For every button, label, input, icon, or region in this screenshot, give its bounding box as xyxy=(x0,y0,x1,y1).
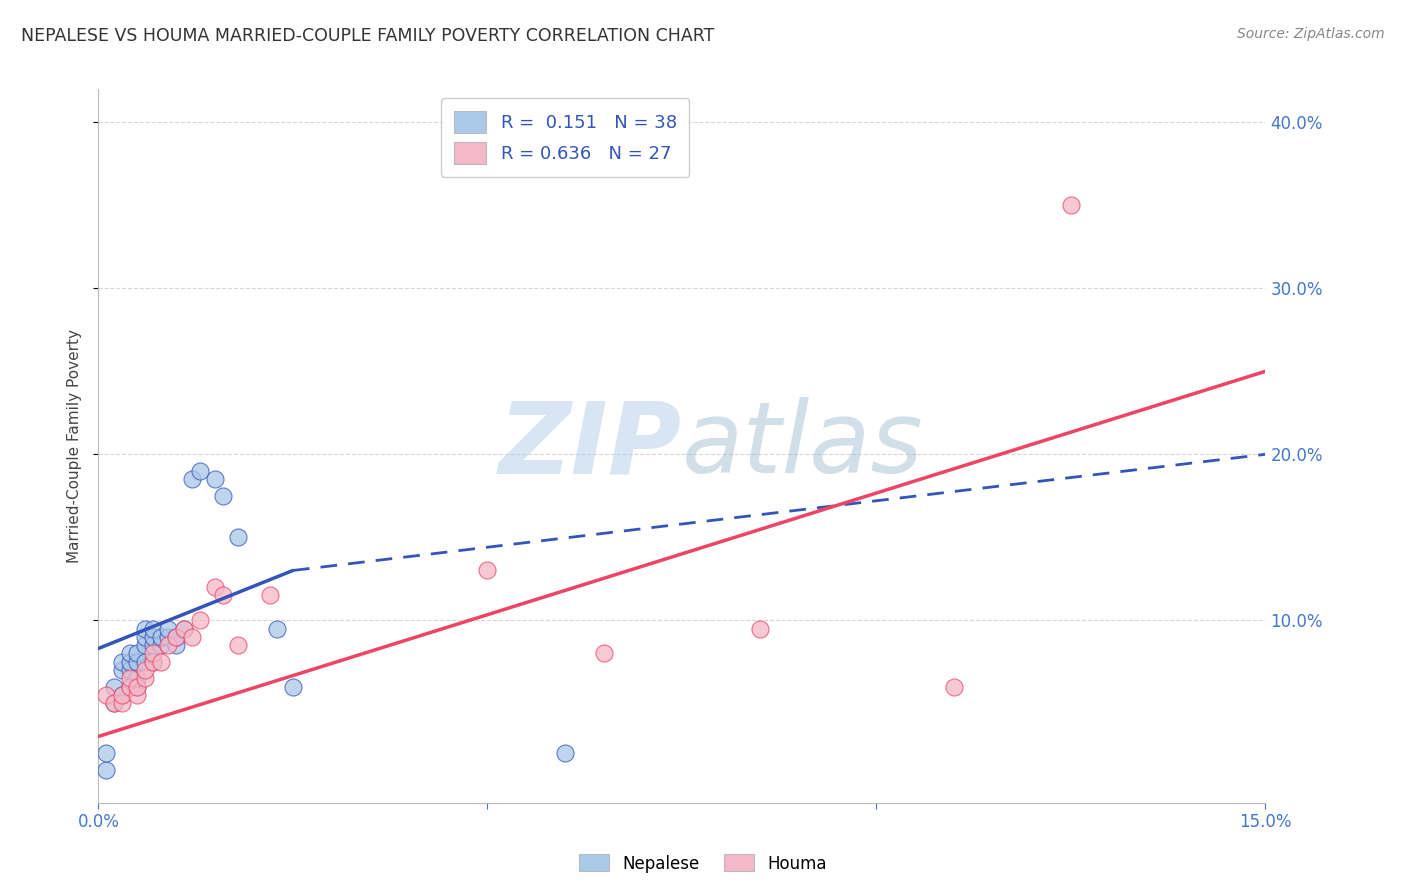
Point xyxy=(228,638,250,652)
Point xyxy=(180,472,202,486)
Point xyxy=(180,630,202,644)
Point xyxy=(165,638,187,652)
Point xyxy=(165,630,187,644)
Point xyxy=(157,638,180,652)
Point xyxy=(103,696,125,710)
Point xyxy=(149,630,172,644)
Y-axis label: Married-Couple Family Poverty: Married-Couple Family Poverty xyxy=(67,329,83,563)
Point xyxy=(212,588,235,602)
Text: Source: ZipAtlas.com: Source: ZipAtlas.com xyxy=(1237,27,1385,41)
Point xyxy=(477,564,499,578)
Point xyxy=(127,680,149,694)
Point xyxy=(165,630,187,644)
Point xyxy=(943,680,966,694)
Point xyxy=(173,622,195,636)
Point xyxy=(142,655,165,669)
Legend: Nepalese, Houma: Nepalese, Houma xyxy=(572,847,834,880)
Legend: R =  0.151   N = 38, R = 0.636   N = 27: R = 0.151 N = 38, R = 0.636 N = 27 xyxy=(441,98,689,177)
Point xyxy=(149,638,172,652)
Point xyxy=(134,663,156,677)
Point xyxy=(212,489,235,503)
Text: ZIP: ZIP xyxy=(499,398,682,494)
Point xyxy=(593,647,616,661)
Point xyxy=(118,671,141,685)
Point xyxy=(157,630,180,644)
Point xyxy=(111,663,134,677)
Point xyxy=(127,655,149,669)
Point xyxy=(157,622,180,636)
Point xyxy=(103,680,125,694)
Point xyxy=(111,688,134,702)
Point xyxy=(118,663,141,677)
Point xyxy=(111,696,134,710)
Point xyxy=(118,655,141,669)
Point xyxy=(127,671,149,685)
Point xyxy=(127,680,149,694)
Point xyxy=(266,622,288,636)
Point xyxy=(96,746,118,760)
Point xyxy=(142,638,165,652)
Point xyxy=(118,680,141,694)
Point xyxy=(96,763,118,777)
Point xyxy=(103,696,125,710)
Point xyxy=(96,688,118,702)
Point xyxy=(134,671,156,685)
Point xyxy=(204,472,226,486)
Point xyxy=(118,647,141,661)
Text: atlas: atlas xyxy=(682,398,924,494)
Point xyxy=(134,655,156,669)
Point xyxy=(142,655,165,669)
Point xyxy=(134,638,156,652)
Point xyxy=(173,622,195,636)
Text: NEPALESE VS HOUMA MARRIED-COUPLE FAMILY POVERTY CORRELATION CHART: NEPALESE VS HOUMA MARRIED-COUPLE FAMILY … xyxy=(21,27,714,45)
Point xyxy=(142,647,165,661)
Point xyxy=(127,688,149,702)
Point xyxy=(111,688,134,702)
Point xyxy=(1060,198,1083,212)
Point xyxy=(281,680,304,694)
Point xyxy=(134,630,156,644)
Point xyxy=(554,746,576,760)
Point xyxy=(748,622,770,636)
Point xyxy=(127,647,149,661)
Point xyxy=(142,630,165,644)
Point xyxy=(142,622,165,636)
Point xyxy=(188,613,211,627)
Point xyxy=(228,530,250,544)
Point xyxy=(134,622,156,636)
Point xyxy=(118,680,141,694)
Point xyxy=(204,580,226,594)
Point xyxy=(149,655,172,669)
Point xyxy=(259,588,281,602)
Point xyxy=(111,655,134,669)
Point xyxy=(188,464,211,478)
